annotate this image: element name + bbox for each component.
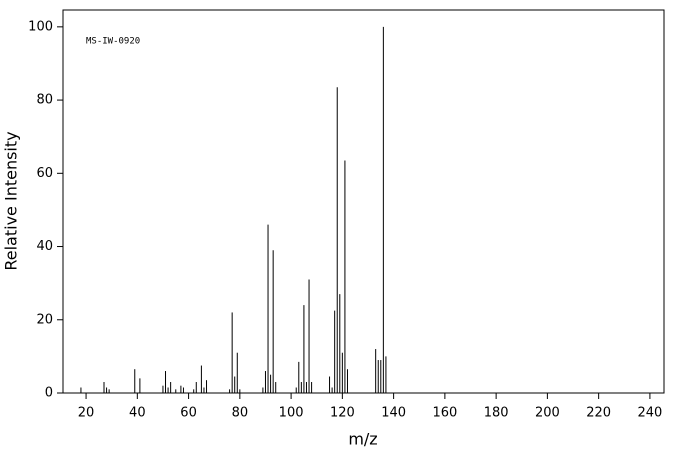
y-tick-label: 20 — [36, 312, 53, 327]
y-axis-label: Relative Intensity — [2, 131, 21, 270]
x-tick-label: 240 — [637, 406, 662, 421]
y-tick-label: 100 — [28, 19, 53, 34]
y-tick-label: 0 — [45, 386, 53, 401]
x-tick-label: 220 — [586, 406, 611, 421]
x-axis-label: m/z — [348, 430, 377, 449]
x-tick-label: 120 — [330, 406, 355, 421]
y-tick-label: 40 — [36, 239, 53, 254]
y-tick-label: 80 — [36, 93, 53, 108]
x-tick-label: 160 — [432, 406, 457, 421]
plot-frame — [62, 9, 665, 394]
x-tick-label: 60 — [180, 406, 197, 421]
x-tick-label: 140 — [381, 406, 406, 421]
annotation: MS-IW-0920 — [86, 37, 140, 47]
y-tick-label: 60 — [36, 166, 53, 181]
x-tick-label: 40 — [129, 406, 146, 421]
x-tick-label: 100 — [279, 406, 304, 421]
x-tick-label: 200 — [535, 406, 560, 421]
x-tick-label: 180 — [484, 406, 509, 421]
x-tick-label: 20 — [78, 406, 95, 421]
x-tick-label: 80 — [232, 406, 249, 421]
